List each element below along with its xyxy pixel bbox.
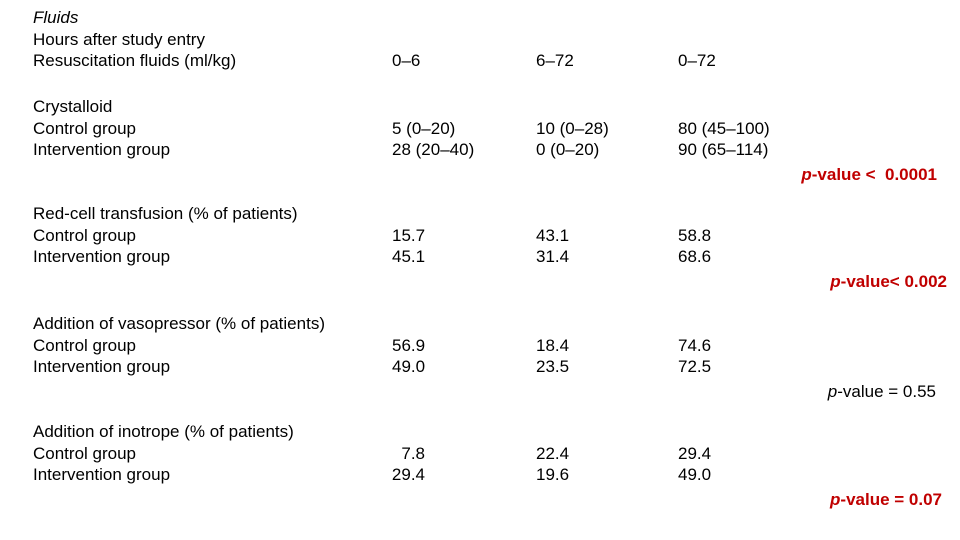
decimal-aligned-value: 7.8: [401, 443, 425, 463]
section-crystalloid: Crystalloid Control group 5 (0–20) 10 (0…: [33, 96, 960, 186]
section-title-row: Addition of inotrope (% of patients): [33, 421, 960, 443]
control-row: Control group 5 (0–20) 10 (0–28) 80 (45–…: [33, 118, 960, 140]
section-title: Crystalloid: [33, 97, 113, 116]
value-intervention-6-72: 31.4: [536, 247, 570, 267]
column-header-6-72: 6–72: [536, 51, 574, 71]
control-row: Control group 15.7 43.1 58.8: [33, 225, 960, 247]
intervention-row: Intervention group 49.0 23.5 72.5: [33, 356, 960, 378]
value-control-0-72: 74.6: [678, 335, 712, 355]
value-control-6-72: 43.1: [536, 225, 570, 245]
header-row-title: Fluids: [33, 7, 960, 29]
section-title-row: Addition of vasopressor (% of patients): [33, 313, 960, 335]
row-label: Intervention group: [33, 465, 171, 485]
row-label: Intervention group: [33, 247, 171, 267]
intervention-row: Intervention group 29.4 19.6 49.0: [33, 464, 960, 486]
value-control-6-72: 18.4: [536, 335, 570, 355]
table-subtitle: Hours after study entry: [33, 29, 205, 49]
p-value-red-cell: p-value< 0.002: [830, 272, 947, 292]
section-title: Red-cell transfusion (% of patients): [33, 204, 298, 223]
value-intervention-6-72: 23.5: [536, 357, 570, 377]
decimal-aligned-value: 29.4: [391, 465, 425, 485]
section-title-row: Red-cell transfusion (% of patients): [33, 203, 960, 225]
value-control-6-72: 10 (0–28): [536, 118, 609, 138]
section-inotrope: Addition of inotrope (% of patients) 7.8…: [33, 421, 960, 511]
row-label: Control group: [33, 118, 137, 138]
section-title: Addition of vasopressor (% of patients): [33, 314, 325, 333]
row-label: Control group: [33, 443, 137, 463]
p-value-crystalloid: p-value < 0.0001: [801, 165, 937, 185]
value-intervention-0-72: 49.0: [678, 465, 712, 485]
row-label: Intervention group: [33, 357, 171, 377]
header-row-subtitle: Hours after study entry: [33, 29, 960, 51]
p-value-inotrope: p-value = 0.07: [830, 490, 942, 510]
value-intervention-6-72: 19.6: [536, 465, 570, 485]
intervention-row: Intervention group 45.1 31.4 68.6: [33, 246, 960, 268]
value-control-6-72: 22.4: [536, 443, 570, 463]
row-label: Intervention group: [33, 140, 171, 160]
value-intervention-0-6: 28 (20–40): [392, 140, 475, 160]
value-intervention-0-6: 29.4: [392, 464, 536, 486]
section-red-cell-transfusion: Red-cell transfusion (% of patients) Con…: [33, 203, 960, 293]
value-intervention-0-72: 90 (65–114): [678, 140, 769, 160]
value-control-0-6: 15.7: [392, 225, 426, 245]
column-header-0-6: 0–6: [392, 51, 421, 71]
value-intervention-0-72: 72.5: [678, 357, 712, 377]
value-intervention-0-6: 45.1: [392, 247, 426, 267]
value-control-0-72: 80 (45–100): [678, 118, 770, 138]
value-control-0-6: 7.8: [392, 443, 536, 465]
value-intervention-0-6: 49.0: [392, 357, 426, 377]
section-title-row: Crystalloid: [33, 96, 960, 118]
value-control-0-6: 56.9: [392, 335, 426, 355]
value-intervention-6-72: 0 (0–20): [536, 140, 600, 160]
intervention-row: Intervention group 28 (20–40) 0 (0–20) 9…: [33, 139, 960, 161]
section-title: Addition of inotrope (% of patients): [33, 422, 294, 441]
row-label-header: Resuscitation fluids (ml/kg): [33, 51, 237, 71]
control-row: Control group 56.9 18.4 74.6: [33, 335, 960, 357]
section-vasopressor: Addition of vasopressor (% of patients) …: [33, 313, 960, 403]
value-control-0-6: 5 (0–20): [392, 118, 456, 138]
column-header-0-72: 0–72: [678, 51, 716, 71]
value-intervention-0-72: 68.6: [678, 247, 712, 267]
p-value-vasopressor: p-value = 0.55: [827, 382, 936, 402]
header-row-columns: Resuscitation fluids (ml/kg) 0–6 6–72 0–…: [33, 50, 960, 72]
table-header: Fluids Hours after study entry Resuscita…: [33, 7, 960, 72]
control-row: 7.8 22.4 29.4 Control group: [33, 443, 960, 465]
value-control-0-72: 29.4: [678, 443, 712, 463]
row-label: Control group: [33, 225, 137, 245]
value-control-0-72: 58.8: [678, 225, 712, 245]
table-title: Fluids: [33, 8, 79, 27]
row-label: Control group: [33, 335, 137, 355]
